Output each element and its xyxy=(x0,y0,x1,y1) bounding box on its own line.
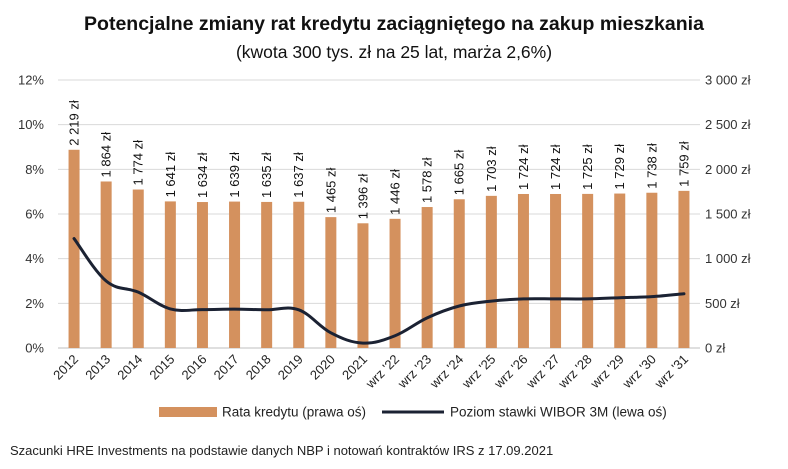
x-tick-label: 2015 xyxy=(146,352,177,383)
bar xyxy=(614,193,626,348)
right-tick-label: 2 500 zł xyxy=(705,117,751,132)
bar xyxy=(261,201,273,348)
right-axis: 0 zł 500 zł 1 000 zł 1 500 zł 2 000 zł 2 500 … xyxy=(705,73,751,356)
bar-value-label: 1 724 zł xyxy=(548,144,563,190)
legend-label-line: Poziom stawki WIBOR 3M (lewa oś) xyxy=(450,405,667,420)
x-tick-label: 2014 xyxy=(114,352,145,383)
bar-value-label: 1 465 zł xyxy=(323,167,338,213)
bar-value-label: 1 703 zł xyxy=(484,146,499,192)
bar xyxy=(164,201,176,348)
left-tick-label: 2% xyxy=(25,296,44,311)
bar xyxy=(196,202,208,348)
bar-value-label: 1 639 zł xyxy=(227,152,242,198)
bar-data-labels: 2 219 zł 1 864 zł 1 774 zł 1 641 zł 1 634 zł… xyxy=(67,100,692,219)
bar xyxy=(325,217,337,348)
bar xyxy=(485,195,497,348)
bar-value-label: 1 864 zł xyxy=(99,132,114,178)
x-tick-label: wrz '30 xyxy=(619,352,659,392)
bar-value-label: 1 634 zł xyxy=(195,152,210,198)
legend-label-bar: Rata kredytu (prawa oś) xyxy=(222,405,366,420)
bar-value-label: 1 759 zł xyxy=(676,141,691,187)
bar xyxy=(389,218,401,348)
x-tick-label: 2012 xyxy=(50,352,81,383)
gridlines xyxy=(58,79,700,349)
bar xyxy=(100,181,112,348)
legend: Rata kredytu (prawa oś) Poziom stawki WI… xyxy=(159,405,667,420)
left-tick-label: 10% xyxy=(18,117,44,132)
x-tick-label: wrz '26 xyxy=(490,352,530,392)
x-tick-label: 2016 xyxy=(179,352,210,383)
source-note: Szacunki HRE Investments na podstawie da… xyxy=(10,443,553,458)
bar xyxy=(229,201,241,348)
x-tick-label: wrz '29 xyxy=(587,352,627,392)
x-tick-label: wrz '25 xyxy=(458,352,498,392)
left-tick-label: 6% xyxy=(25,207,44,222)
bar-value-label: 1 446 zł xyxy=(388,169,403,215)
bar xyxy=(582,193,594,348)
bar xyxy=(357,223,369,348)
bar xyxy=(678,190,690,348)
bar xyxy=(517,193,529,348)
bar-value-label: 1 729 zł xyxy=(612,144,627,190)
left-tick-label: 4% xyxy=(25,251,44,266)
x-tick-label: 2017 xyxy=(211,352,242,383)
right-tick-label: 3 000 zł xyxy=(705,73,751,88)
bar xyxy=(453,199,465,348)
right-tick-label: 1 500 zł xyxy=(705,207,751,222)
bar-value-label: 2 219 zł xyxy=(67,100,82,146)
bar xyxy=(421,207,433,348)
wibor-line xyxy=(72,237,686,345)
x-tick-label: wrz '27 xyxy=(523,352,563,392)
x-tick-label: 2020 xyxy=(307,352,338,383)
left-tick-label: 8% xyxy=(25,162,44,177)
right-tick-label: 500 zł xyxy=(705,296,740,311)
x-tick-label: 2018 xyxy=(243,352,274,383)
bar-value-label: 1 725 zł xyxy=(580,144,595,190)
right-tick-label: 2 000 zł xyxy=(705,162,751,177)
right-tick-label: 0 zł xyxy=(705,341,725,356)
bar xyxy=(550,193,562,348)
x-tick-label: wrz '22 xyxy=(362,352,402,392)
x-tick-label: wrz '24 xyxy=(426,352,466,392)
bar xyxy=(68,149,80,348)
bar-value-label: 1 635 zł xyxy=(259,152,274,198)
line-series xyxy=(72,237,686,345)
x-tick-label: wrz '23 xyxy=(394,352,434,392)
bar-value-label: 1 637 zł xyxy=(291,152,306,198)
chart-subtitle: (kwota 300 tys. zł na 25 lat, marża 2,6%… xyxy=(236,42,552,62)
legend-swatch-bar xyxy=(159,407,217,417)
bar-value-label: 1 578 zł xyxy=(420,157,435,203)
bar-value-label: 1 724 zł xyxy=(516,144,531,190)
bar-series xyxy=(68,149,690,348)
x-axis: 2012 2013 2014 2015 2016 2017 2018 2019 2020 2021… xyxy=(50,352,691,392)
x-tick-label: wrz '31 xyxy=(651,352,691,392)
bar-value-label: 1 396 zł xyxy=(355,174,370,220)
bar xyxy=(646,192,658,348)
bar-value-label: 1 738 zł xyxy=(644,143,659,189)
bar-value-label: 1 774 zł xyxy=(131,140,146,186)
bar xyxy=(132,189,144,348)
left-tick-label: 12% xyxy=(18,73,44,88)
left-axis: 0% 2% 4% 6% 8% 10% 12% xyxy=(18,73,44,356)
x-tick-label: wrz '28 xyxy=(555,352,595,392)
left-tick-label: 0% xyxy=(25,341,44,356)
chart-title: Potencjalne zmiany rat kredytu zaciągnię… xyxy=(84,13,704,35)
right-tick-label: 1 000 zł xyxy=(705,251,751,266)
x-tick-label: 2019 xyxy=(275,352,306,383)
x-tick-label: 2013 xyxy=(82,352,113,383)
bar-value-label: 1 665 zł xyxy=(452,150,467,196)
bar xyxy=(293,201,305,348)
bar-value-label: 1 641 zł xyxy=(163,152,178,198)
